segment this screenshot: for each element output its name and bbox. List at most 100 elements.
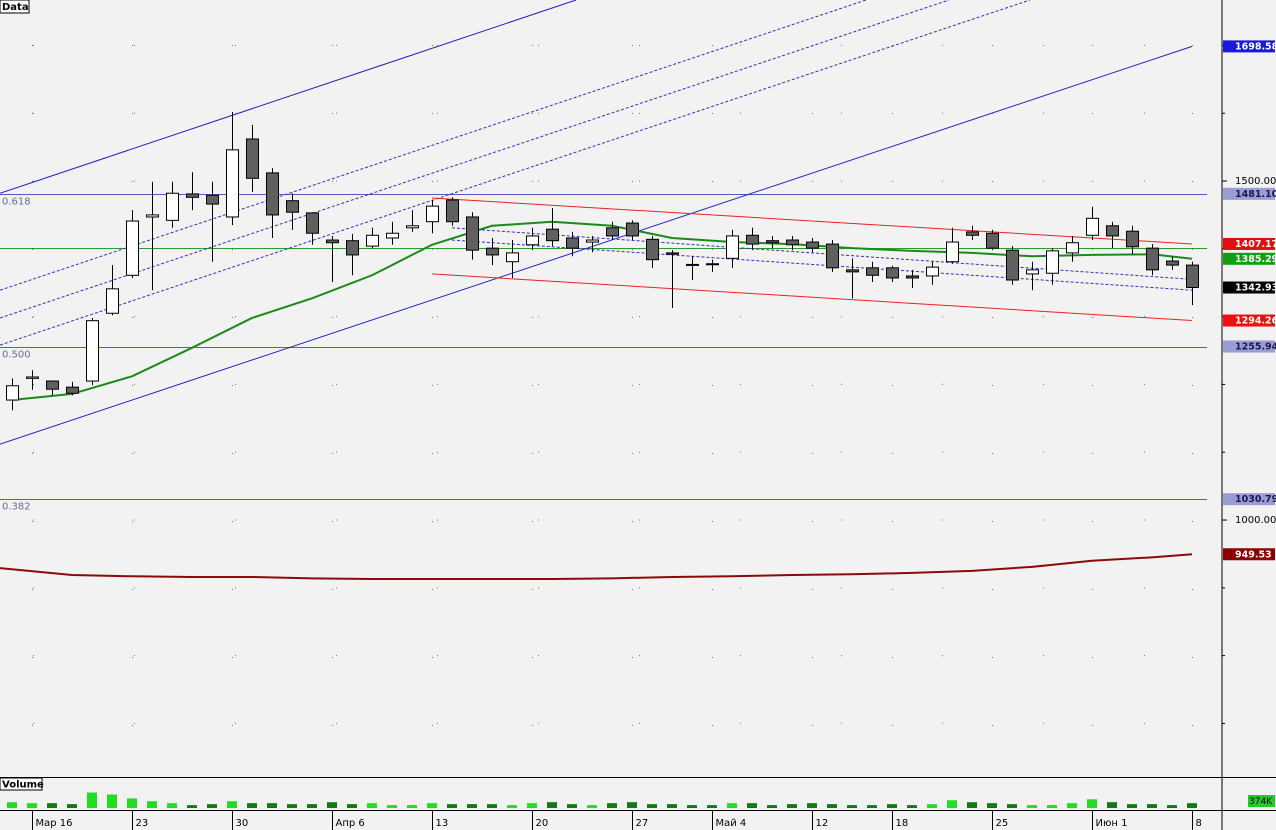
candle-body (326, 239, 339, 244)
price-marker (1223, 40, 1275, 53)
volume-bar (207, 804, 217, 808)
candle-body (946, 241, 959, 263)
price-marker-label: 1255.94 (1235, 342, 1276, 353)
candle-body (866, 267, 879, 276)
volume-bar (247, 803, 257, 808)
x-tick-label: Мар 16 (36, 818, 73, 829)
candle-body (226, 149, 239, 218)
title-box (0, 0, 30, 14)
candle-body (766, 240, 779, 244)
price-marker-label: 1407.17 (1235, 239, 1276, 250)
volume-bar (527, 803, 537, 808)
y-tick-label: 1500.00 (1235, 176, 1276, 187)
volume-bar (1147, 804, 1157, 808)
volume-bar (967, 802, 977, 808)
volume-bar (747, 803, 757, 808)
volume-title-box (0, 777, 43, 791)
candle-body (1166, 260, 1179, 266)
x-tick-label: 12 (816, 818, 829, 829)
volume-bar (1047, 805, 1057, 808)
price-panel: 0.618 0.500 0.382 (0, 0, 1222, 777)
x-tick-label: Июн 1 (1096, 818, 1128, 829)
y-tick-label: 1000.00 (1235, 515, 1276, 526)
x-tick-label: 27 (636, 818, 649, 829)
candle-body (926, 266, 939, 277)
price-marker-label: 1385.29 (1235, 254, 1276, 265)
candle-body (246, 138, 259, 179)
volume-bar (227, 801, 237, 808)
volume-bar (1007, 804, 1017, 808)
candle-body (566, 237, 579, 249)
trend-line (451, 239, 1193, 291)
price-marker (1223, 281, 1275, 294)
trend-line (0, 0, 577, 194)
candle-body (126, 220, 139, 276)
level-ratio: 0.500 (2, 350, 31, 361)
trend-line (0, 0, 1031, 346)
candle-body (86, 320, 99, 382)
volume-bar (427, 803, 437, 808)
price-marker (1223, 187, 1275, 200)
candle-body (546, 228, 559, 242)
volume-bar (447, 804, 457, 808)
price-marker (1223, 493, 1275, 506)
trend-line (431, 197, 1193, 245)
volume-bar (1167, 805, 1177, 808)
volume-bar (1127, 804, 1137, 808)
volume-bar (1027, 805, 1037, 808)
volume-bar (327, 802, 337, 808)
x-tick-label: Май 4 (716, 818, 747, 829)
volume-bar (1107, 802, 1117, 808)
level-ratio: 0.618 (2, 197, 31, 208)
volume-bar (687, 805, 697, 808)
volume-bar (287, 804, 297, 808)
x-tick-label: Апр 6 (336, 818, 365, 829)
trend-line (0, 45, 1193, 445)
volume-bar (947, 800, 957, 808)
candle-body (846, 269, 859, 273)
price-marker-label: 1698.58 (1235, 41, 1276, 52)
candle-body (606, 227, 619, 237)
volume-bar (707, 805, 717, 808)
candle-body (346, 240, 359, 256)
candle-body (826, 243, 839, 269)
volume-bar (267, 803, 277, 808)
candle-body (646, 238, 659, 261)
candle-body (186, 193, 199, 198)
volume-bar (627, 802, 637, 808)
price-marker (1223, 252, 1275, 265)
price-marker-label: 1294.26 (1235, 316, 1276, 327)
volume-bar (67, 804, 77, 808)
price-marker-label: 949.53 (1235, 549, 1272, 560)
volume-bar (1087, 799, 1097, 808)
candle-body (1026, 269, 1039, 275)
volume-panel (7, 792, 1197, 808)
trend-line (0, 553, 1193, 581)
volume-bar (47, 803, 57, 808)
price-marker (1223, 340, 1275, 353)
volume-bar (507, 805, 517, 808)
x-tick-label: 18 (896, 818, 909, 829)
candle-body (466, 216, 479, 251)
volume-bar (407, 805, 417, 808)
volume-bar (307, 804, 317, 808)
candle-body (666, 252, 679, 255)
candle-body (1046, 250, 1059, 274)
candle-body (166, 192, 179, 221)
candle-body (1006, 249, 1019, 281)
candle-body (906, 275, 919, 279)
trend-line (0, 0, 950, 319)
candle-body (626, 222, 639, 237)
level-ratio: 0.382 (2, 502, 31, 513)
candle-body (206, 194, 219, 205)
volume-bar (147, 801, 157, 808)
candle-body (66, 386, 79, 394)
candle-body (6, 385, 19, 401)
volume-bar (27, 803, 37, 808)
x-tick-label: 20 (536, 818, 549, 829)
candle-body (506, 252, 519, 263)
volume-bar (887, 804, 897, 808)
trend-line (451, 227, 1193, 280)
volume-label: 374K (1249, 797, 1273, 807)
